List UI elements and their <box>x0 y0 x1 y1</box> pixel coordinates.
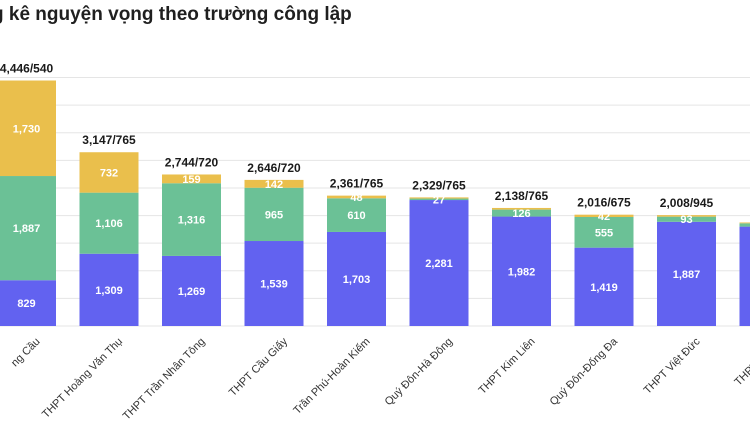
segment-value-label: 1,316 <box>178 215 206 227</box>
total-label: 2,646/720 <box>247 161 301 175</box>
segment-value-label: 610 <box>347 210 365 222</box>
x-tick-label: Trần Phú-Hoàn Kiếm <box>291 336 372 417</box>
segment-value-label: 732 <box>100 167 118 179</box>
bar-segment-nv3 <box>0 80 56 177</box>
total-label: 2,016/675 <box>577 196 631 210</box>
segment-value-label: 1,887 <box>13 223 41 235</box>
x-tick-label: THPT Hoàng Văn Thụ <box>40 336 125 421</box>
bar-segment-nv1 <box>162 255 221 326</box>
total-label: 2,008/945 <box>660 196 714 210</box>
segment-value-label: 1,269 <box>178 286 206 298</box>
segment-value-label: 42 <box>598 211 610 223</box>
chart-title: g kê nguyện vọng theo trường công lập <box>0 4 352 25</box>
total-label: 3,147/765 <box>82 133 136 147</box>
total-label: 4,446/540 <box>0 62 54 76</box>
segment-value-label: 1,539 <box>260 279 288 291</box>
bar-segment-nv1 <box>79 253 139 326</box>
bar-segment-nv2 <box>739 223 750 227</box>
bar-segment-nv1 <box>409 200 469 326</box>
bar-segment-nv3 <box>244 179 304 188</box>
segment-value-label: 126 <box>512 208 530 220</box>
segment-value-label: 555 <box>595 227 613 239</box>
bar-segment-nv3 <box>574 214 634 218</box>
segment-value-label: 2,281 <box>425 258 453 270</box>
bar-segment-nv2 <box>327 198 386 232</box>
segment-value-label: 93 <box>680 214 692 226</box>
bar-segment-nv2 <box>162 183 221 256</box>
segment-value-label: 1,887 <box>673 269 701 281</box>
bar-segment-nv3 <box>657 215 716 217</box>
segment-value-label: 142 <box>265 179 283 191</box>
bar-segment-nv1 <box>739 226 750 326</box>
bar-segment-nv1 <box>574 247 634 326</box>
segment-value-label: 829 <box>17 298 35 310</box>
segment-value-label: 1,703 <box>343 274 371 286</box>
x-tick-label: Quý Đôn-Hà Đông <box>383 336 455 408</box>
bar-segment-nv3 <box>739 222 750 224</box>
segment-value-label: 965 <box>265 209 283 221</box>
bar-segment-nv2 <box>0 176 56 281</box>
bar-segment-nv3 <box>79 152 139 193</box>
bar-segment-nv2 <box>79 192 139 254</box>
segment-value-label: 1,419 <box>590 282 618 294</box>
bar-segment-nv3 <box>409 197 469 199</box>
bar-segment-nv3 <box>492 207 551 210</box>
total-label: 2,361/765 <box>330 177 384 191</box>
x-tick-label: THPT Cầu Giấy <box>227 335 291 399</box>
bar-segment-nv2 <box>409 198 469 201</box>
total-label: 2,138/765 <box>495 189 549 203</box>
segment-value-label: 1,730 <box>13 123 41 135</box>
total-label: 2,744/720 <box>165 155 219 169</box>
bar-segment-nv1 <box>327 231 386 326</box>
segment-value-label: 1,982 <box>508 266 536 278</box>
segment-value-label: 1,309 <box>95 285 123 297</box>
x-tick-label: THPT Thăng <box>732 336 750 389</box>
segment-value-label: 159 <box>182 174 200 186</box>
bar-segment-nv1 <box>657 221 716 326</box>
bars <box>0 80 750 326</box>
bar-segment-nv1 <box>0 280 56 326</box>
bar-segment-nv2 <box>244 187 304 242</box>
bar-segment-nv3 <box>327 195 386 199</box>
bar-segment-nv1 <box>244 241 304 326</box>
bar-segment-nv2 <box>574 217 634 248</box>
bar-segment-nv2 <box>492 209 551 217</box>
x-tick-label: ng Cầu <box>9 336 43 370</box>
x-tick-label: Quý Đôn-Đống Đa <box>548 335 621 408</box>
x-tick-label: THPT Kim Liên <box>477 336 538 397</box>
segment-value-label: 27 <box>433 194 445 206</box>
x-tick-label: THPT Việt Đức <box>642 335 703 396</box>
total-label: 2,329/765 <box>412 178 466 192</box>
bar-segment-nv2 <box>657 216 716 222</box>
segment-value-label: 48 <box>350 192 362 204</box>
bar-segment-nv3 <box>162 174 221 184</box>
bar-segment-nv1 <box>492 216 551 326</box>
segment-value-label: 1,106 <box>95 218 123 230</box>
x-tick-label: THPT Trần Nhân Tông <box>121 336 208 422</box>
